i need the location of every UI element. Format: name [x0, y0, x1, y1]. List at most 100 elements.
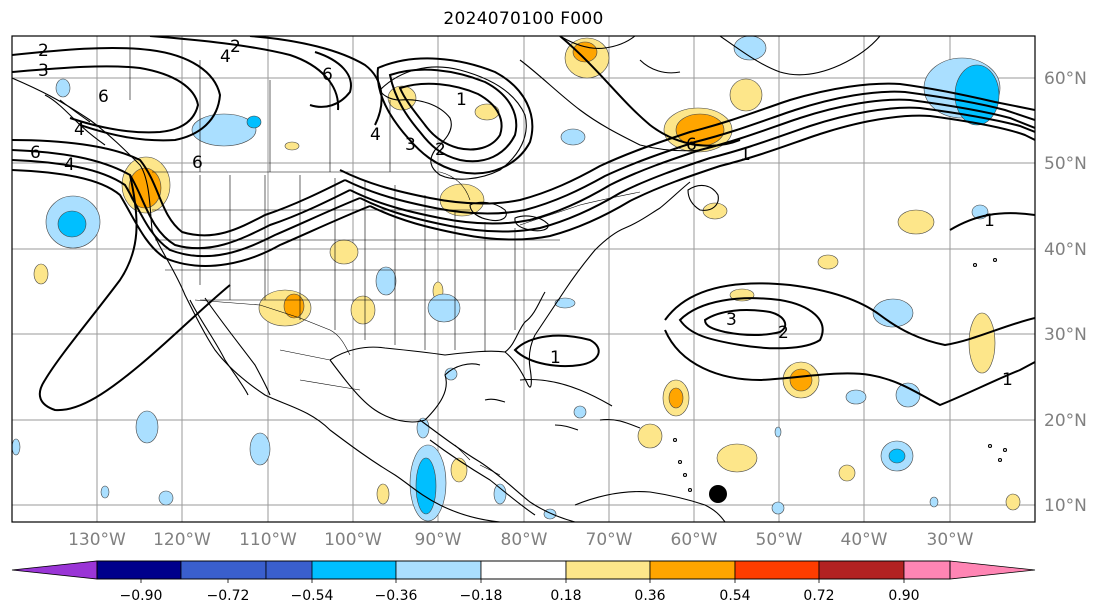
colorbar-segment	[649, 560, 736, 580]
fill-blob	[1005, 493, 1021, 511]
fill-blob	[415, 457, 437, 515]
fill-blob	[817, 254, 839, 270]
political-borders	[129, 36, 641, 476]
fill-blob	[474, 103, 500, 121]
lon-label: 30°W	[927, 530, 974, 550]
lon-label: 100°W	[324, 530, 382, 550]
fill-blob	[560, 128, 586, 146]
contour-label: 6	[30, 143, 41, 163]
colorbar-segment	[903, 560, 951, 580]
fill-blob	[895, 382, 921, 408]
fill-blob	[444, 367, 458, 381]
contour-label: 4	[64, 155, 75, 175]
colorbar	[11, 560, 1036, 583]
fill-blob	[57, 210, 87, 238]
fill-blob	[845, 389, 867, 405]
contour-label: 6	[322, 65, 333, 85]
gridlines	[12, 36, 1035, 522]
lon-label: 80°W	[501, 530, 548, 550]
contour-label: 3	[38, 61, 49, 81]
colorbar-tick-label: 0.72	[803, 588, 834, 604]
fill-blob	[954, 64, 1000, 126]
lat-label: 30°N	[1044, 325, 1087, 345]
colorbar-segment	[480, 560, 567, 580]
colorbar-tick-label: 0.54	[719, 588, 750, 604]
fill-blob	[493, 483, 507, 505]
contour-label: 4	[370, 125, 381, 145]
lat-label: 40°N	[1044, 240, 1087, 260]
fill-blob	[100, 485, 110, 499]
lon-label: 120°W	[153, 530, 211, 550]
colorbar-segment	[395, 560, 482, 580]
fill-blob	[872, 298, 914, 328]
fill-blob	[158, 490, 174, 506]
fill-blob	[929, 496, 939, 508]
fill-blob	[376, 483, 390, 505]
contour-label: 1	[740, 145, 751, 165]
fill-blob	[416, 417, 430, 439]
lon-label: 90°W	[415, 530, 462, 550]
contour-label: 2	[778, 323, 789, 343]
contour-label: 1	[456, 90, 467, 110]
colorbar-tick-label: 0.90	[888, 588, 919, 604]
lon-label: 70°W	[586, 530, 633, 550]
fill-blob	[774, 426, 782, 438]
fill-blob	[838, 464, 856, 482]
fill-blob	[33, 263, 49, 285]
location-marker	[709, 485, 727, 503]
colorbar-segment	[96, 560, 182, 580]
longitude-labels: 130°W 120°W 110°W 100°W 90°W 80°W 70°W 6…	[68, 530, 974, 550]
contour-label: 6	[192, 153, 203, 173]
contour-label: 1	[984, 211, 995, 231]
fill-blob	[350, 295, 376, 325]
fill-blob	[246, 115, 262, 129]
contour-label: 6	[686, 135, 697, 155]
colorbar-extend-high	[949, 560, 1036, 580]
colorbar-extend-low	[11, 560, 98, 580]
contour-labels: 2 3 4 6 4 2 6 6 4 6 4 3 2 1 6 1 1 3 2 1 …	[30, 37, 1013, 390]
fill-blob	[283, 293, 305, 319]
fill-blob	[968, 312, 996, 374]
fill-blob	[573, 405, 587, 419]
colorbar-tick-labels: −0.90 −0.72 −0.54 −0.36 −0.18 0.18 0.36 …	[120, 588, 920, 604]
colorbar-segment	[818, 560, 905, 580]
colorbar-segment	[734, 560, 820, 580]
colorbar-tick-label: −0.54	[291, 588, 334, 604]
colorbar-tick-label: 0.36	[634, 588, 665, 604]
contour-label: 1	[550, 348, 561, 368]
fill-blob	[329, 239, 359, 265]
fill-blob	[716, 443, 758, 473]
colorbar-segment	[565, 560, 651, 580]
lon-label: 130°W	[68, 530, 126, 550]
lat-label: 50°N	[1044, 154, 1087, 174]
lon-label: 50°W	[756, 530, 803, 550]
lat-label: 60°N	[1044, 69, 1087, 89]
fill-blob	[135, 410, 159, 444]
colorbar-tick-label: −0.72	[207, 588, 250, 604]
contour-label: 3	[405, 135, 416, 155]
colorbar-tick-label: −0.90	[120, 588, 163, 604]
contour-label: 2	[38, 41, 49, 61]
contour-label: 6	[98, 87, 109, 107]
contour-label: 4	[74, 120, 85, 140]
fill-blob	[668, 387, 684, 409]
fill-blob	[771, 501, 785, 515]
fill-blob	[702, 202, 728, 220]
lat-label: 20°N	[1044, 411, 1087, 431]
contour-label: 4	[220, 47, 231, 67]
lat-label: 10°N	[1044, 496, 1087, 516]
coastlines	[12, 36, 1008, 522]
fill-blob	[729, 78, 763, 112]
lon-label: 60°W	[671, 530, 718, 550]
latitude-labels: 60°N 50°N 40°N 30°N 20°N 10°N	[1044, 69, 1087, 516]
contour-label: 3	[726, 310, 737, 330]
fill-blob	[789, 368, 813, 392]
fill-blob	[554, 297, 576, 309]
fill-blob	[284, 141, 300, 151]
colorbar-tick-label: −0.18	[460, 588, 503, 604]
fill-blob	[572, 41, 598, 63]
map-frame	[11, 35, 1036, 523]
fill-blob	[12, 438, 21, 456]
contour-label: 1	[1002, 370, 1013, 390]
